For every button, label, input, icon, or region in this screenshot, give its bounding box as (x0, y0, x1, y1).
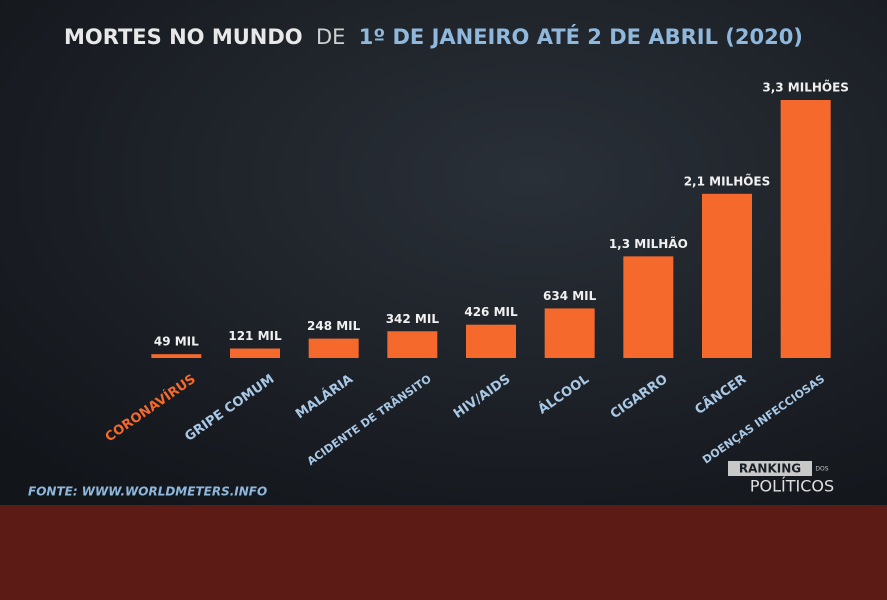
bar (230, 348, 280, 358)
bar (544, 308, 595, 358)
chart-subtitle: 1º DE JANEIRO ATÉ 2 DE ABRIL (2020) (359, 24, 803, 49)
bar (151, 354, 202, 358)
logo-small: DOS (815, 466, 828, 473)
title-joiner: DE (316, 25, 345, 49)
bar (623, 256, 674, 358)
value-label: 1,3 MILHÃO (609, 236, 688, 251)
bar (308, 338, 359, 358)
logo-top: RANKING (739, 462, 801, 476)
chart-title: MORTES NO MUNDO (64, 25, 303, 49)
value-label: 426 MIL (464, 305, 518, 319)
footer-band (0, 505, 887, 600)
value-label: 342 MIL (386, 312, 440, 326)
value-label: 3,3 MILHÕES (762, 80, 849, 95)
logo-box (728, 461, 812, 476)
bar (387, 331, 438, 358)
value-label: 248 MIL (307, 319, 361, 333)
bar (702, 193, 752, 358)
chart-title-group: MORTES NO MUNDO DE 1º DE JANEIRO ATÉ 2 D… (64, 24, 803, 49)
bar (466, 324, 516, 358)
value-label: 49 MIL (154, 335, 199, 349)
value-label: 634 MIL (543, 289, 597, 303)
bar (780, 100, 831, 358)
source: FONTE: WWW.WORLDMETERS.INFO (28, 485, 267, 499)
logo-bottom: POLÍTICOS (750, 477, 834, 496)
value-label: 2,1 MILHÕES (684, 173, 771, 188)
value-label: 121 MIL (228, 329, 282, 343)
